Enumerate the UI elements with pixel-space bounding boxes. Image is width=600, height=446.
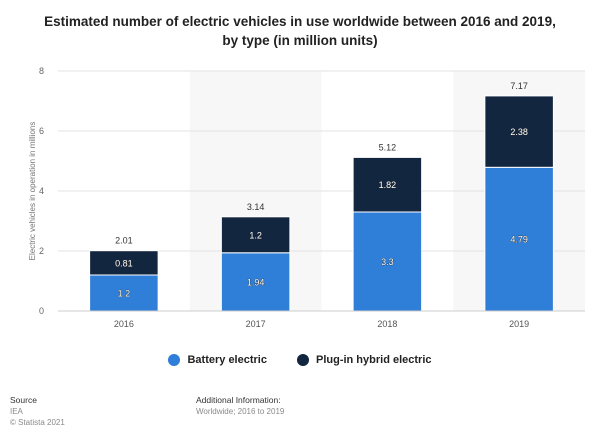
legend-item-battery-electric[interactable]: Battery electric: [168, 354, 267, 366]
source-heading: Source: [10, 395, 37, 405]
source-block: Source IEA © Statista 2021: [10, 395, 65, 428]
additional-info-heading: Additional Information:: [196, 395, 281, 405]
bar-total-label: 3.14: [247, 202, 265, 212]
legend-label-battery-electric: Battery electric: [187, 354, 267, 366]
bar-segment-battery-electric: [89, 274, 159, 312]
bar-total-label: 5.12: [379, 142, 397, 152]
bar-value-label: 2.38: [510, 127, 528, 137]
chart-title: Estimated number of electric vehicles in…: [44, 14, 556, 48]
bar-value-label: 0.81: [115, 258, 133, 268]
copyright-text: © Statista 2021: [10, 418, 65, 427]
legend-swatch-battery-electric: [168, 354, 181, 366]
y-axis-title: Electric vehicles in operation in millio…: [28, 122, 37, 261]
bar-segment-battery-electric: [352, 211, 423, 312]
x-tick-label: 2018: [377, 319, 397, 329]
x-tick-label: 2019: [509, 319, 529, 329]
legend-item-plug-in-hybrid[interactable]: Plug-in hybrid electric: [296, 354, 432, 366]
bar-segment-battery-electric: [484, 166, 554, 312]
bar-total-label: 2.01: [115, 236, 133, 246]
bar-value-label: 3.3: [381, 257, 394, 267]
bar-value-label: 1.94: [247, 277, 265, 287]
y-tick-label: 6: [39, 126, 44, 136]
bar-value-label: 1.2: [249, 230, 262, 240]
x-tick-label: 2016: [114, 319, 134, 329]
additional-info-block: Additional Information: Worldwide; 2016 …: [196, 395, 284, 417]
y-tick-label: 4: [39, 186, 44, 196]
bar-segment-plug-in-hybrid: [89, 250, 159, 276]
chart-legend: Battery electric Plug-in hybrid electric: [0, 354, 600, 366]
bar-value-label: 4.79: [510, 235, 528, 245]
y-tick-label: 8: [39, 66, 44, 76]
bar-segment-plug-in-hybrid: [484, 95, 554, 168]
bar-total-label: 7.17: [510, 81, 528, 91]
source-name[interactable]: IEA: [10, 407, 23, 416]
legend-label-plug-in-hybrid: Plug-in hybrid electric: [315, 354, 432, 366]
bar-value-label: 1.2: [118, 289, 131, 299]
bar-value-label: 1.82: [379, 180, 397, 190]
additional-info-text: Worldwide; 2016 to 2019: [196, 407, 285, 416]
bar-segment-battery-electric: [220, 252, 291, 312]
legend-swatch-plug-in-hybrid: [296, 354, 309, 366]
y-tick-label: 2: [39, 246, 44, 256]
bar-segment-plug-in-hybrid: [352, 156, 423, 213]
y-tick-label: 0: [39, 306, 44, 316]
bar-segment-plug-in-hybrid: [220, 216, 291, 254]
x-tick-label: 2017: [246, 319, 266, 329]
